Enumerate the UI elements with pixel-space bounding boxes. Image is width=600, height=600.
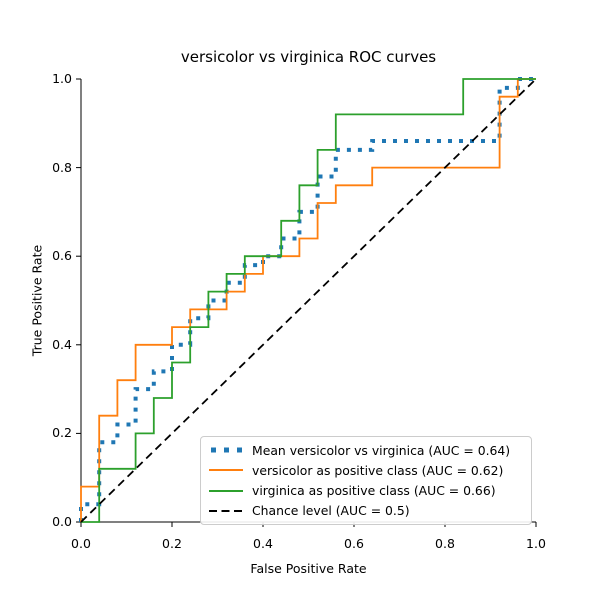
legend-label: Mean versicolor vs virginica (AUC = 0.64… (252, 442, 511, 458)
chart-title: versicolor vs virginica ROC curves (180, 48, 437, 66)
virginica-as-positive-class-curve (81, 78, 536, 523)
y-tick-label: 0.6 (52, 248, 72, 263)
legend-item: Chance level (AUC = 0.5) (209, 501, 523, 521)
x-tick-label: 0.8 (435, 536, 455, 551)
x-axis-label: False Positive Rate (250, 561, 367, 576)
y-tick-label: 0.8 (52, 160, 72, 175)
legend-label: virginica as positive class (AUC = 0.66) (252, 483, 496, 499)
legend-item: virginica as positive class (AUC = 0.66) (209, 481, 523, 501)
y-tick-label: 1.0 (52, 71, 72, 86)
legend-label: Chance level (AUC = 0.5) (252, 503, 410, 519)
x-tick-label: 0.2 (162, 536, 182, 551)
x-tick-label: 1.0 (526, 536, 546, 551)
chance-level-curve (80, 78, 537, 523)
legend-item: versicolor as positive class (AUC = 0.62… (209, 460, 523, 480)
y-tick-label: 0.4 (52, 337, 72, 352)
solid-line-icon (209, 489, 243, 492)
x-tick-label: 0.4 (253, 536, 273, 551)
mean-versicolor-vs-virginica-curve (79, 77, 536, 522)
solid-line-icon (209, 469, 243, 472)
dotted-line-icon (209, 447, 243, 453)
legend-box: Mean versicolor vs virginica (AUC = 0.64… (200, 436, 532, 525)
x-tick-label: 0.0 (71, 536, 91, 551)
x-tick-label: 0.6 (344, 536, 364, 551)
y-tick-label: 0.0 (52, 514, 72, 529)
y-tick-label: 0.2 (52, 425, 72, 440)
legend-item: Mean versicolor vs virginica (AUC = 0.64… (209, 440, 523, 460)
legend-label: versicolor as positive class (AUC = 0.62… (252, 462, 504, 478)
dashed-line-icon (209, 509, 243, 512)
y-axis-label: True Positive Rate (29, 244, 45, 357)
